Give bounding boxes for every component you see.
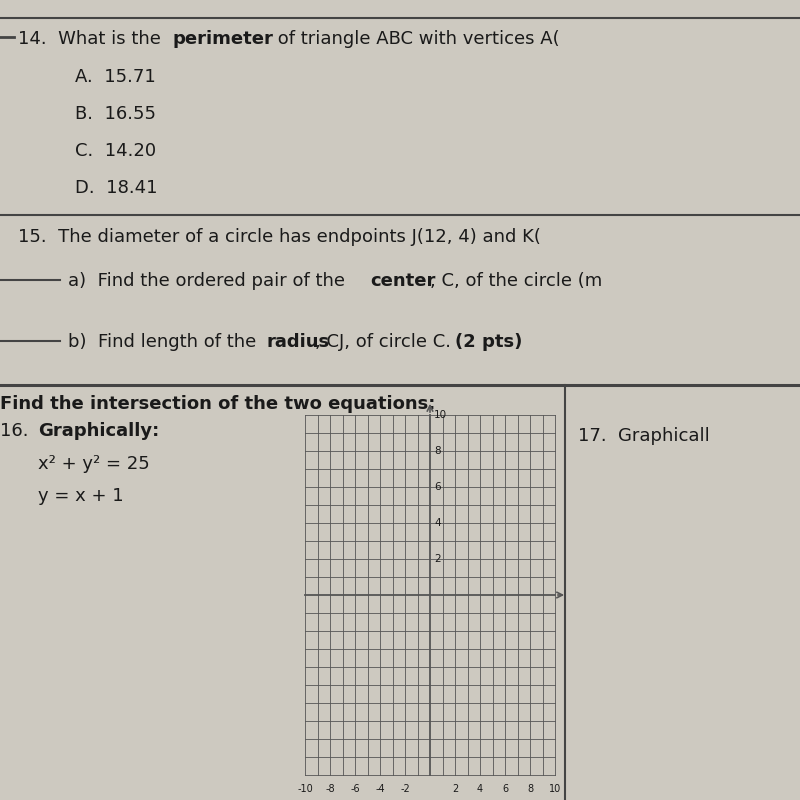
Text: Graphically:: Graphically: (38, 422, 159, 440)
Text: -2: -2 (400, 784, 410, 794)
Text: b)  Find length of the: b) Find length of the (68, 333, 262, 351)
Text: y = x + 1: y = x + 1 (38, 487, 124, 505)
Text: 2: 2 (452, 784, 458, 794)
Text: radius: radius (267, 333, 330, 351)
Text: 6: 6 (502, 784, 508, 794)
Text: A.  15.71: A. 15.71 (75, 68, 156, 86)
Text: B.  16.55: B. 16.55 (75, 105, 156, 123)
Text: D.  18.41: D. 18.41 (75, 179, 158, 197)
Text: Find the intersection of the two equations:: Find the intersection of the two equatio… (0, 395, 435, 413)
Text: 2: 2 (434, 554, 441, 564)
Text: , CJ, of circle C.: , CJ, of circle C. (315, 333, 462, 351)
Text: , C, of the circle (m: , C, of the circle (m (430, 272, 602, 290)
Text: of triangle ABC with vertices A(: of triangle ABC with vertices A( (272, 30, 560, 48)
Text: -8: -8 (325, 784, 335, 794)
Text: -6: -6 (350, 784, 360, 794)
Text: -4: -4 (375, 784, 385, 794)
Text: perimeter: perimeter (172, 30, 273, 48)
Text: center: center (370, 272, 435, 290)
Text: C.  14.20: C. 14.20 (75, 142, 156, 160)
Text: 10: 10 (549, 784, 561, 794)
Text: -10: -10 (297, 784, 313, 794)
Text: 16.: 16. (0, 422, 29, 440)
Text: a)  Find the ordered pair of the: a) Find the ordered pair of the (68, 272, 350, 290)
Text: x² + y² = 25: x² + y² = 25 (38, 455, 150, 473)
Text: 6: 6 (434, 482, 441, 492)
Text: Graphicall: Graphicall (618, 427, 710, 445)
Text: 8: 8 (434, 446, 441, 456)
Text: 10: 10 (434, 410, 447, 420)
Text: 17.: 17. (578, 427, 606, 445)
Text: 15.  The diameter of a circle has endpoints J(12, 4) and K(: 15. The diameter of a circle has endpoin… (18, 228, 541, 246)
Text: 14.  What is the: 14. What is the (18, 30, 166, 48)
Text: (2 pts): (2 pts) (455, 333, 522, 351)
Text: 4: 4 (477, 784, 483, 794)
Text: 4: 4 (434, 518, 441, 528)
Text: 8: 8 (527, 784, 533, 794)
